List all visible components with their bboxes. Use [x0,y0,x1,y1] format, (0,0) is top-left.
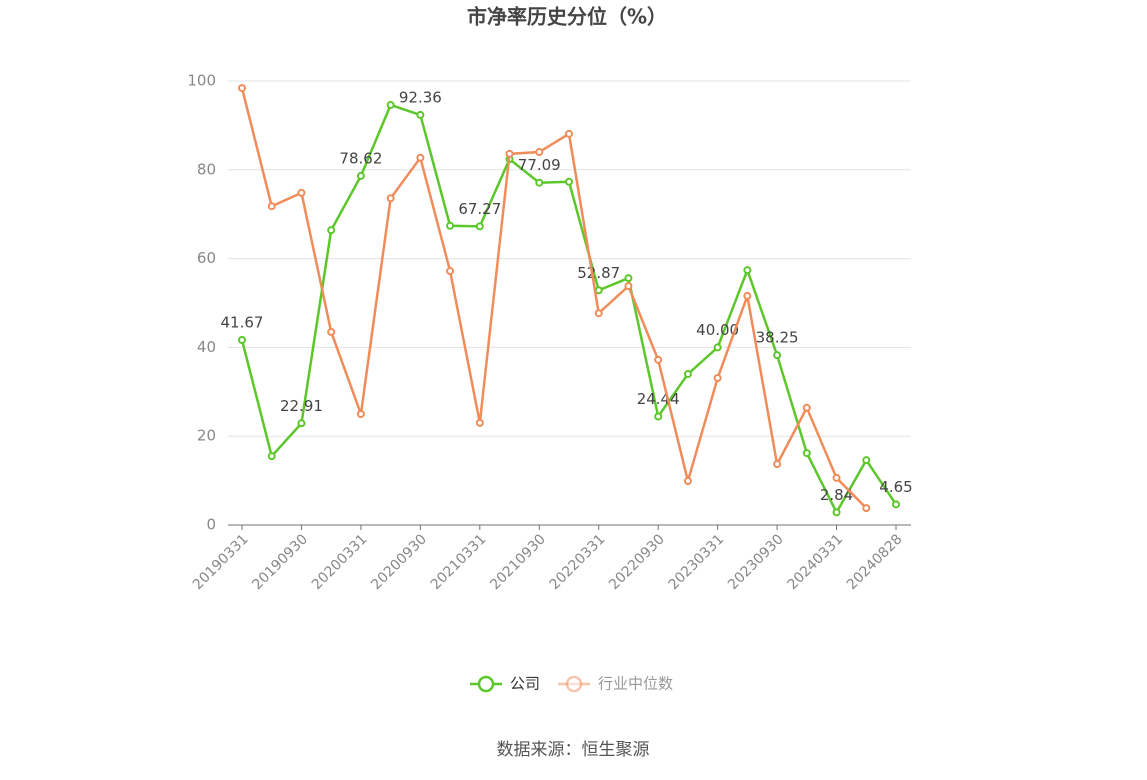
data-point [654,412,663,421]
data-point [386,100,395,109]
y-tick-label: 20 [197,427,216,445]
data-point [327,327,336,336]
data-point [862,504,871,513]
data-point [713,374,722,383]
x-tick-label: 20200930 [368,531,430,593]
data-point [713,343,722,352]
data-label: 78.62 [339,149,382,167]
data-label: 2.84 [820,486,853,504]
x-tick-label: 20240828 [844,531,906,593]
data-point [475,222,484,231]
data-point [654,355,663,364]
legend-marker[interactable] [565,675,583,693]
x-tick-label: 20220930 [606,531,668,593]
y-tick-label: 60 [197,249,216,267]
data-point [802,403,811,412]
series-line [240,87,868,510]
data-point [565,129,573,138]
data-point [505,149,514,158]
y-tick-label: 0 [206,516,216,534]
source-note: 数据来源：恒生聚源 [497,740,650,760]
y-tick-label: 80 [197,160,216,178]
data-point [238,84,246,93]
data-label: 24.44 [637,390,680,408]
x-tick-label: 20230930 [725,531,787,593]
data-label: 22.91 [280,397,323,415]
chart-title: 市净率历史分位（%） [467,5,667,29]
x-tick-label: 20230331 [666,531,728,593]
data-label: 41.67 [221,313,264,331]
x-tick-label: 20200331 [309,531,371,593]
x-tick-label: 20190331 [190,531,252,593]
data-label: 67.27 [458,200,501,218]
data-point [356,410,365,418]
data-point [416,153,425,162]
data-point [773,460,782,469]
data-point [267,452,276,461]
data-point [683,370,692,379]
data-point [535,178,544,187]
data-point [475,418,484,427]
legend-marker[interactable] [477,675,495,693]
y-tick-label: 40 [197,338,216,356]
data-label: 77.09 [518,156,561,174]
data-label: 52.87 [577,264,620,282]
data-point [743,266,752,275]
data-label: 40.00 [696,321,739,339]
data-point [386,194,395,203]
data-point [446,221,455,230]
data-point [802,449,811,458]
data-point [862,456,871,465]
data-point [624,282,633,291]
x-tick-label: 20210331 [428,531,490,593]
y-tick-label: 100 [187,72,216,90]
data-point [356,171,365,180]
data-point [446,267,455,276]
data-point [624,274,633,283]
data-point [892,500,900,509]
data-label: 4.65 [879,478,912,496]
data-point [683,477,692,486]
data-point [832,508,841,517]
data-point [565,177,573,186]
legend-label[interactable]: 公司 [510,675,540,693]
data-point [238,335,246,344]
data-point [773,351,782,360]
data-label: 92.36 [399,88,442,106]
data-point [267,202,276,211]
data-point [594,286,603,295]
x-tick-label: 20210930 [487,531,549,593]
data-point [743,291,752,300]
data-point [297,188,306,197]
data-point [297,419,306,428]
data-point [535,148,544,157]
x-tick-label: 20240331 [784,531,846,593]
data-point [416,110,425,119]
x-tick-label: 20190930 [249,531,311,593]
x-tick-label: 20220331 [547,531,609,593]
data-point [594,309,603,318]
legend-label[interactable]: 行业中位数 [598,675,673,693]
data-label: 38.25 [756,329,799,347]
data-point [327,226,336,235]
data-point [832,473,841,482]
